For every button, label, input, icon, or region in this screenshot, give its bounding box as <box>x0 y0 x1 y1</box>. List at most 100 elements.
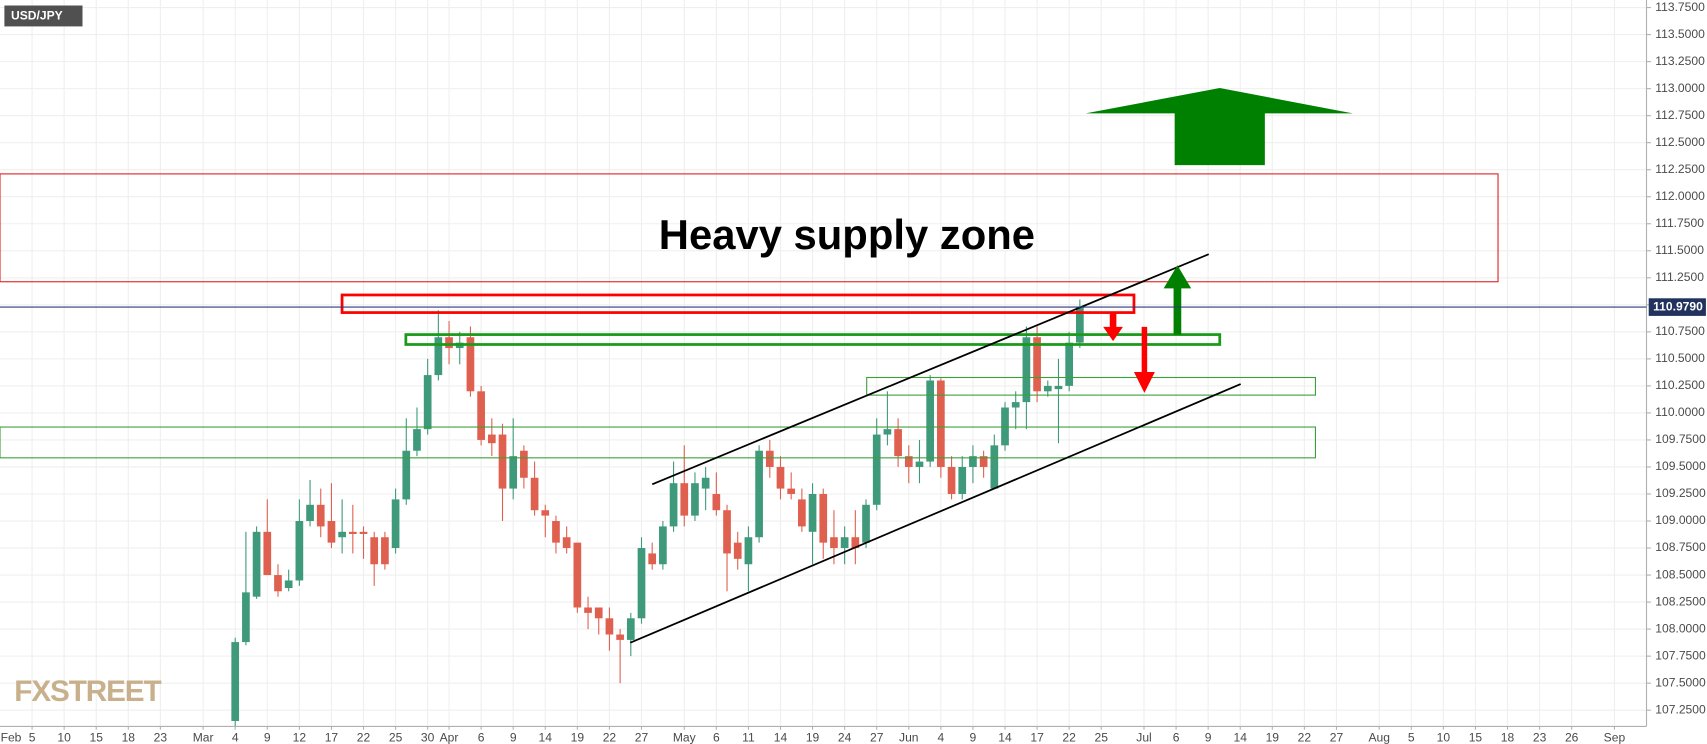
candle-body <box>338 531 346 538</box>
y-tick-label: 109.2500 <box>1655 486 1706 500</box>
candle-body <box>466 337 475 392</box>
x-tick-label: 26 <box>1565 731 1579 744</box>
y-tick-label: 111.2500 <box>1655 270 1704 284</box>
x-tick-label: 14 <box>998 731 1012 744</box>
candle-body <box>359 531 368 534</box>
price-axis-panel <box>1646 0 1707 744</box>
candle-body <box>883 429 892 435</box>
candle-body <box>1022 337 1031 403</box>
candle-body <box>819 493 828 543</box>
y-tick-label: 113.0000 <box>1655 81 1705 95</box>
candle-body <box>316 504 325 527</box>
y-tick-label: 111.5000 <box>1655 243 1704 257</box>
y-tick-label: 110.5000 <box>1655 351 1705 365</box>
candle-body <box>701 477 710 489</box>
candle-body <box>562 537 571 549</box>
annotation: Heavy supply zone <box>659 211 1035 258</box>
candle-body <box>904 456 913 467</box>
last-price-badge <box>1648 298 1706 316</box>
candle-body <box>413 429 421 451</box>
channel-line <box>629 383 1241 644</box>
x-tick-label: 19 <box>571 731 585 744</box>
candle-body <box>830 537 838 549</box>
x-tick-label: May <box>673 731 697 744</box>
down-arrow <box>1133 326 1155 393</box>
candle-body <box>487 434 496 444</box>
candle-body <box>937 380 945 467</box>
candle-body <box>1033 337 1041 392</box>
x-tick-label: Apr <box>440 731 459 744</box>
candle-body <box>723 510 731 554</box>
x-tick-label: 5 <box>1408 731 1415 744</box>
candle-body <box>477 391 485 440</box>
candle-body <box>584 607 592 613</box>
candle-body <box>744 537 753 565</box>
x-tick-label: 25 <box>389 731 403 744</box>
candle-body <box>434 337 443 376</box>
x-tick-label: Aug <box>1368 731 1390 744</box>
x-tick-label: 22 <box>1298 731 1312 744</box>
x-tick-label: 6 <box>478 731 485 744</box>
candle-body <box>979 456 988 467</box>
candle-body <box>659 526 667 565</box>
candle-body <box>787 488 796 494</box>
x-tick-label: 14 <box>1234 731 1248 744</box>
candle-body <box>274 575 282 592</box>
candle-body <box>1065 342 1074 386</box>
y-tick-label: 112.7500 <box>1655 108 1705 122</box>
candle-body <box>1054 385 1063 390</box>
x-tick-label: Feb <box>1 731 22 744</box>
candle-body <box>391 499 400 549</box>
candle-body <box>1011 402 1020 408</box>
y-tick-label: 110.0000 <box>1655 405 1705 419</box>
candle-body <box>520 450 528 478</box>
candle-body <box>733 542 742 559</box>
y-tick-label: 109.7500 <box>1655 432 1706 446</box>
candle-body <box>242 592 250 643</box>
x-tick-label: 12 <box>293 731 307 744</box>
x-tick-label: 9 <box>970 731 977 744</box>
y-tick-label: 109.5000 <box>1655 459 1706 473</box>
candle-body <box>894 429 902 457</box>
candle-body <box>776 466 785 489</box>
x-tick-label: 10 <box>57 731 71 744</box>
y-tick-label: 112.2500 <box>1655 162 1705 176</box>
candle-body <box>616 634 624 640</box>
x-tick-label: 24 <box>838 731 852 744</box>
x-tick-label: 27 <box>870 731 884 744</box>
down-arrow <box>1103 311 1123 342</box>
support-box <box>404 333 1222 346</box>
candle-body <box>755 450 763 538</box>
candle-body <box>263 531 272 576</box>
x-tick-label: 22 <box>1062 731 1076 744</box>
candles <box>231 299 1084 727</box>
candle-body <box>969 456 977 467</box>
x-tick-label: 17 <box>325 731 339 744</box>
y-tick-label: 107.2500 <box>1655 702 1706 716</box>
candle-body <box>926 380 935 462</box>
x-tick-label: 9 <box>264 731 271 744</box>
x-tick-label: 14 <box>539 731 553 744</box>
x-tick-label: Jun <box>899 731 918 744</box>
x-tick-label: 27 <box>635 731 649 744</box>
big-up-arrow <box>1085 88 1353 166</box>
x-tick-label: 18 <box>122 731 136 744</box>
supply-zone-box <box>0 173 1499 283</box>
candle-body <box>370 537 379 565</box>
candle-body <box>348 531 357 534</box>
candle-body <box>498 434 507 489</box>
y-tick-label: 109.0000 <box>1655 513 1706 527</box>
candle-body <box>691 483 699 516</box>
y-tick-label: 108.7500 <box>1655 540 1706 554</box>
candle-body <box>872 434 881 505</box>
x-tick-label: 4 <box>232 731 239 744</box>
candle-body <box>295 521 304 581</box>
candle-body <box>573 542 582 608</box>
candle-body <box>798 499 806 527</box>
x-tick-label: 6 <box>1173 731 1180 744</box>
candle-body <box>958 466 967 494</box>
symbol-label: USD/JPY <box>11 9 63 23</box>
last-price-label: 110.9790 <box>1653 299 1703 313</box>
